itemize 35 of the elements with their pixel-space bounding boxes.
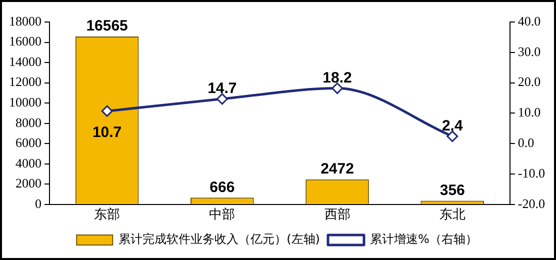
x-tick-label: 中部 [209, 208, 236, 223]
y-tick-label: 2000 [16, 176, 42, 191]
data-label: 2472 [320, 160, 354, 178]
data-label: 2.4 [442, 117, 464, 134]
point [216, 93, 228, 105]
point [332, 82, 344, 94]
y-tick-label: 8000 [16, 114, 42, 130]
y2-tick-label: 10.0 [518, 104, 541, 120]
data-label: 14.7 [208, 80, 237, 98]
y-tick-label: 12000 [9, 74, 42, 90]
data-label: 16565 [86, 18, 128, 35]
legend-label: 累计完成软件业务收入（亿元）(左轴) [118, 232, 320, 246]
y-tick-label: 0 [35, 196, 42, 211]
data-label: 666 [210, 178, 235, 196]
x-tick-label: 东部 [94, 208, 120, 223]
y2-tick-label: 0.0 [518, 135, 534, 150]
y2-tick-label: 30.0 [518, 44, 541, 59]
point [446, 130, 458, 142]
data-label: 18.2 [322, 69, 352, 86]
data-label: 10.7 [92, 124, 122, 142]
legend-label: 累计增速%（右轴） [370, 232, 478, 246]
y-tick-label: 6000 [16, 135, 42, 150]
y-tick-label: 16000 [9, 34, 42, 49]
y2-tick-label: -20.0 [518, 196, 546, 211]
y-tick-label: 4000 [16, 155, 42, 170]
y2-tick-label: 20.0 [518, 74, 541, 90]
y-tick-label: 14000 [9, 54, 42, 69]
x-tick-label: 西部 [324, 208, 350, 223]
x-tick-label: 东北 [439, 208, 466, 223]
y-tick-label: 10000 [9, 94, 42, 110]
data-label: 356 [440, 182, 465, 199]
y2-tick-label: -10.0 [518, 165, 546, 180]
y2-tick-label: 40.0 [518, 13, 541, 28]
point [101, 105, 113, 117]
y-tick-label: 18000 [9, 13, 42, 28]
